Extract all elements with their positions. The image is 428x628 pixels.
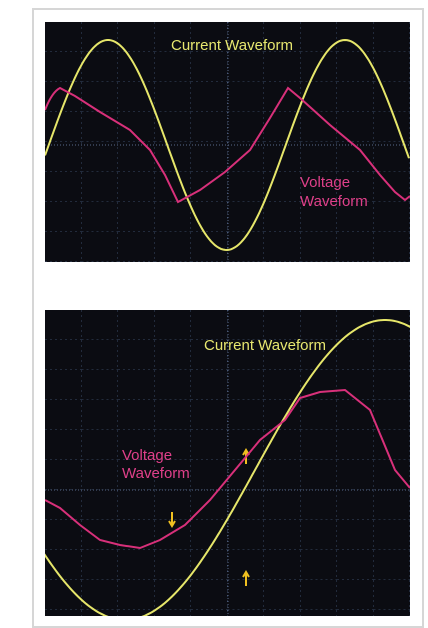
voltage-label: Voltage <box>300 174 350 191</box>
voltage-label: Voltage <box>122 447 172 464</box>
current-label: Current Waveform <box>171 37 293 54</box>
figure: Current Waveform Voltage Waveform Curren… <box>0 0 428 616</box>
voltage-label: Waveform <box>122 465 190 482</box>
scope-panel: Current Waveform Voltage Waveform <box>45 22 410 262</box>
scope-panel: Current Waveform Voltage Waveform <box>30 310 420 616</box>
page: Current Waveform Voltage Waveform Curren… <box>0 0 428 616</box>
voltage-label: Waveform <box>300 193 368 210</box>
current-label: Current Waveform <box>204 337 326 354</box>
